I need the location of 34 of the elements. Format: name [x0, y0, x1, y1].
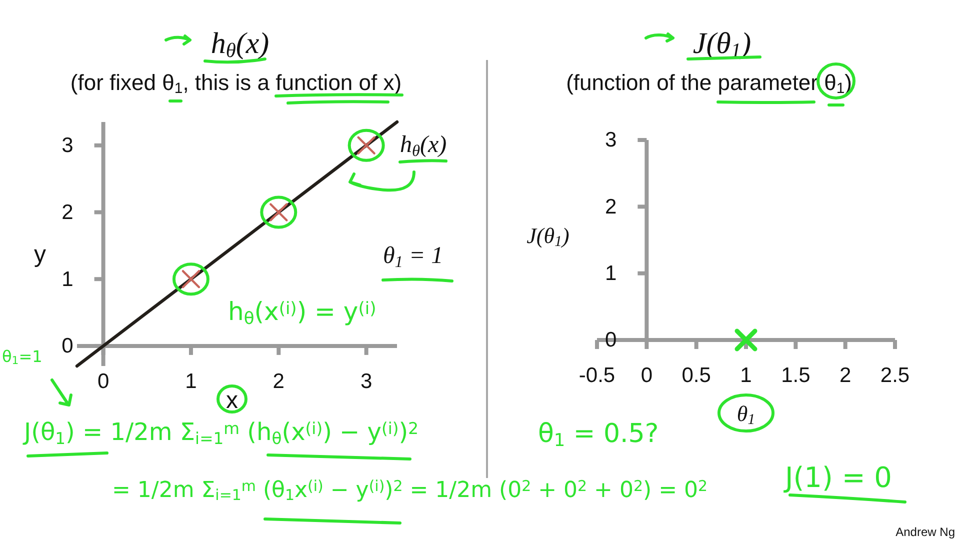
text: = 1/2m Σ$_{i=1}$$^{m}$ (θ$_{1}$x$^{(i)}$ − y$^{(i)}$)$^{2}$ = 1/2m (0$^{2}$ + 0$^{2}$ + 0$^{2}$) = 0$^{2}$ [112, 477, 708, 504]
y-tick-label: 3 [62, 134, 74, 158]
y-tick-label: 2 [62, 200, 74, 224]
y-axis-title: y [34, 241, 46, 268]
x-tick-label: 0 [640, 364, 653, 387]
text: h$_{θ}$(x) [400, 132, 447, 160]
x-tick-label: 0 [97, 370, 110, 393]
y-tick-label: 1 [62, 268, 74, 291]
chart-subtitle: (for fixed θ$_{1}$, this is a function of x) [70, 70, 402, 98]
x-tick-label: 2 [839, 364, 852, 387]
text: J(θ$_{1}$) = 1/2m Σ$_{i=1}$$^{m}$ (h$_{θ}$(x$^{(i)}$) − y$^{(i)}$)$^{2}$ [24, 418, 419, 448]
y-tick-label: 0 [604, 328, 617, 352]
x-axis-title: θ$_{1}$ [736, 401, 756, 428]
text: Andrew Ng [896, 525, 955, 539]
y-tick-label: 3 [604, 128, 617, 152]
y-tick-label: 1 [604, 262, 617, 286]
x-tick-label: 1 [740, 364, 752, 387]
annotation: h$_{θ}$(x$^{(i)}$) = y$^{(i)}$ [228, 297, 376, 329]
x-tick-label: 2 [272, 370, 284, 393]
x-axis-title: x [226, 387, 238, 414]
text: J(1) = 0 [783, 461, 892, 494]
x-tick-label: -0.5 [578, 364, 616, 387]
y-axis-title: J(θ$_{1}$) [526, 223, 570, 250]
annotation: θ$_{1}$ = 1 [383, 243, 444, 271]
text: θ$_{1}$ = 0.5? [538, 419, 659, 451]
y-tick-label: 2 [604, 195, 617, 218]
chart-title: h$_{θ}$(x) [210, 27, 270, 62]
x-tick-label: 2.5 [880, 364, 910, 387]
x-tick-label: 1.5 [781, 364, 810, 387]
x-tick-label: 3 [360, 370, 372, 393]
x-tick-label: 1 [185, 370, 197, 393]
y-tick-label: 0 [62, 334, 74, 358]
text: θ$_{1}$=1 [2, 347, 42, 368]
x-tick-label: 0.5 [682, 364, 711, 387]
